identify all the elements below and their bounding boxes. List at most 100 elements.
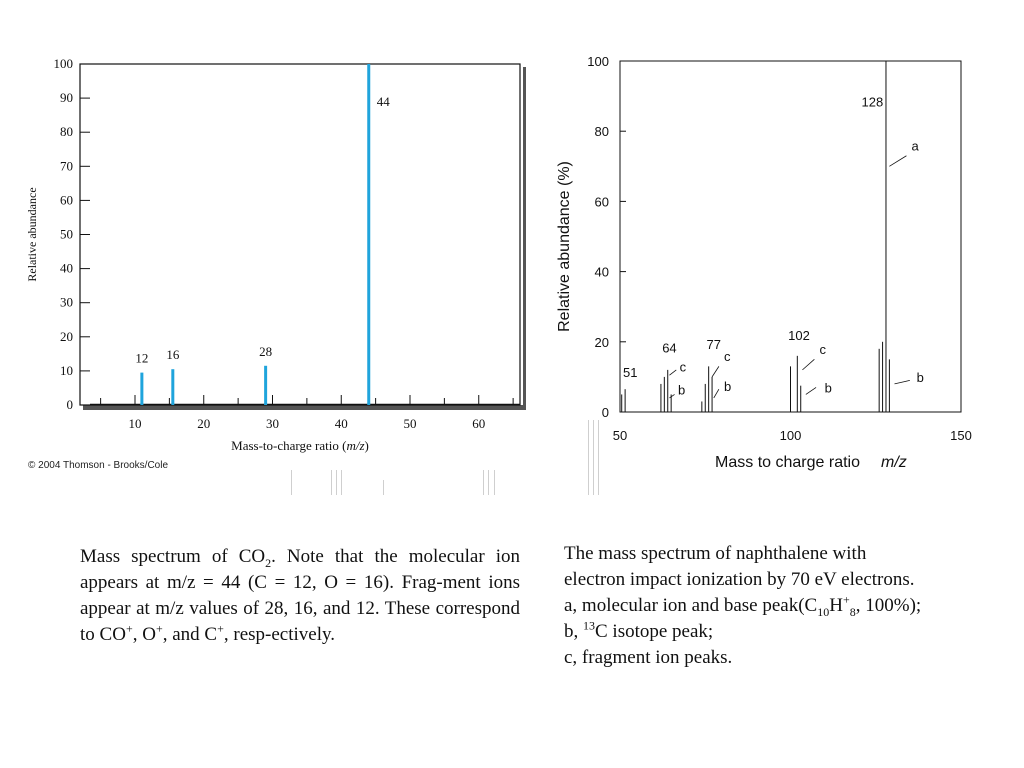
- stray-mark: [593, 420, 594, 495]
- y-tick-label: 20: [60, 329, 73, 344]
- caption-line: a, molecular ion and base peak(C10H+8, 1…: [564, 593, 1014, 619]
- peak-label: 44: [377, 94, 391, 109]
- x-axis-label: Mass to charge ratio: [715, 454, 860, 471]
- caption-text: , 100%);: [855, 595, 922, 616]
- y-tick-label: 80: [595, 124, 609, 139]
- x-tick-label: 60: [472, 416, 485, 431]
- caption-superscript: +: [155, 621, 163, 636]
- caption-superscript: +: [842, 592, 850, 607]
- peak-mass-label: 51: [623, 365, 637, 380]
- x-axis-label-text: Mass-to-charge ratio (: [231, 438, 346, 453]
- caption-text: , and C: [162, 624, 218, 645]
- x-tick-label: 50: [613, 428, 627, 443]
- peak-mass-label: 77: [707, 337, 721, 352]
- caption-superscript: +: [217, 621, 224, 636]
- caption-text: , O: [132, 624, 156, 645]
- plot-frame: [79, 63, 521, 406]
- y-tick-label: 60: [595, 194, 609, 209]
- y-axis-label: Relative abundance (%): [556, 161, 573, 332]
- caption-line: c, fragment ion peaks.: [564, 647, 733, 668]
- x-axis-label-unit: m/z: [881, 454, 907, 471]
- x-tick-label: 20: [197, 416, 210, 431]
- frame-shadow: [83, 405, 526, 410]
- y-tick-label: 10: [60, 363, 73, 378]
- stray-mark: [494, 470, 495, 495]
- caption-text: H: [829, 595, 843, 616]
- annotation-leader: [894, 380, 910, 385]
- x-tick-label: 50: [404, 416, 417, 431]
- co2-mass-spectrum-chart: 0 10 20 30 40 50 60 70 80 90 100 10 20 30 40 50 60 12 16 28…: [25, 56, 526, 470]
- annotation-leader: [802, 359, 815, 371]
- y-axis-label: Relative abundance: [25, 187, 39, 281]
- stray-mark: [336, 470, 337, 495]
- x-tick-label: 10: [129, 416, 142, 431]
- caption-superscript: 13: [583, 618, 595, 633]
- x-tick-label: 100: [780, 428, 802, 443]
- annotation-label: b: [917, 370, 924, 385]
- peak-mass-label: 64: [662, 340, 676, 355]
- y-tick-label: 90: [60, 90, 73, 105]
- caption-subscript: 8: [849, 604, 856, 619]
- annotation-label: b: [825, 381, 832, 396]
- caption-text: , resp-ectively.: [223, 624, 336, 645]
- stray-mark: [291, 470, 292, 495]
- x-tick-label: 150: [950, 428, 972, 443]
- stray-mark: [488, 470, 489, 495]
- annotation-label: c: [724, 349, 731, 364]
- caption-line: b, 13C isotope peak;: [564, 619, 1014, 645]
- y-tick-label: 70: [60, 158, 73, 173]
- caption-text: C isotope peak;: [595, 621, 714, 642]
- y-tick-label: 100: [54, 56, 74, 71]
- caption-line: electron impact ionization by 70 eV elec…: [564, 569, 915, 590]
- stray-mark: [331, 470, 332, 495]
- plot-frame: [619, 60, 962, 413]
- stray-mark: [598, 420, 599, 495]
- annotation-leader: [805, 387, 817, 395]
- stray-mark: [383, 480, 384, 495]
- annotation-leader: [889, 155, 907, 167]
- peak-label: 16: [166, 347, 180, 362]
- copyright-text: © 2004 Thomson - Brooks/Cole: [28, 460, 168, 470]
- y-tick-label: 50: [60, 227, 73, 242]
- caption-superscript: +: [125, 621, 133, 636]
- y-tick-label: 20: [595, 335, 609, 350]
- y-tick-label: 60: [60, 192, 73, 207]
- caption-text: b,: [564, 621, 583, 642]
- caption-text: a, molecular ion and base peak(C: [564, 595, 818, 616]
- stray-mark: [588, 420, 589, 495]
- x-tick-label: 40: [335, 416, 348, 431]
- caption-text: . Note that the molecular ion appears at…: [80, 546, 520, 645]
- y-tick-label: 0: [602, 405, 609, 420]
- y-tick-label: 30: [60, 295, 73, 310]
- peak-mass-label: 102: [788, 328, 810, 343]
- peak-label: 28: [259, 344, 272, 359]
- x-axis-label: Mass-to-charge ratio (m/z): [231, 438, 369, 453]
- annotation-label: a: [912, 139, 920, 154]
- annotation-leader: [711, 366, 720, 378]
- annotation-label: b: [678, 382, 685, 397]
- x-tick-label: 30: [266, 416, 279, 431]
- caption-subscript: 10: [817, 604, 830, 619]
- peak-mass-label: 128: [861, 95, 883, 110]
- stray-mark: [341, 470, 342, 495]
- y-tick-label: 0: [67, 397, 74, 412]
- x-axis-label-text: ): [365, 438, 369, 453]
- annotation-label: b: [724, 379, 731, 394]
- caption-subscript: 2: [265, 555, 272, 570]
- y-tick-label: 40: [595, 265, 609, 280]
- y-tick-label: 100: [587, 54, 609, 69]
- peak-label: 12: [135, 351, 148, 366]
- caption-text: Mass spectrum of CO: [80, 546, 266, 567]
- annotation-leader: [669, 394, 675, 399]
- y-tick-label: 80: [60, 124, 73, 139]
- co2-caption: Mass spectrum of CO2. Note that the mole…: [80, 544, 520, 648]
- annotation-leader: [669, 369, 677, 376]
- annotation-leader: [713, 388, 720, 399]
- stray-mark: [483, 470, 484, 495]
- y-tick-label: 40: [60, 261, 73, 276]
- frame-shadow: [523, 67, 526, 410]
- caption-line: The mass spectrum of naphthalene with: [564, 543, 867, 564]
- x-axis-label-unit: m/z: [346, 438, 364, 453]
- naphthalene-caption: The mass spectrum of naphthalene with el…: [564, 541, 1014, 671]
